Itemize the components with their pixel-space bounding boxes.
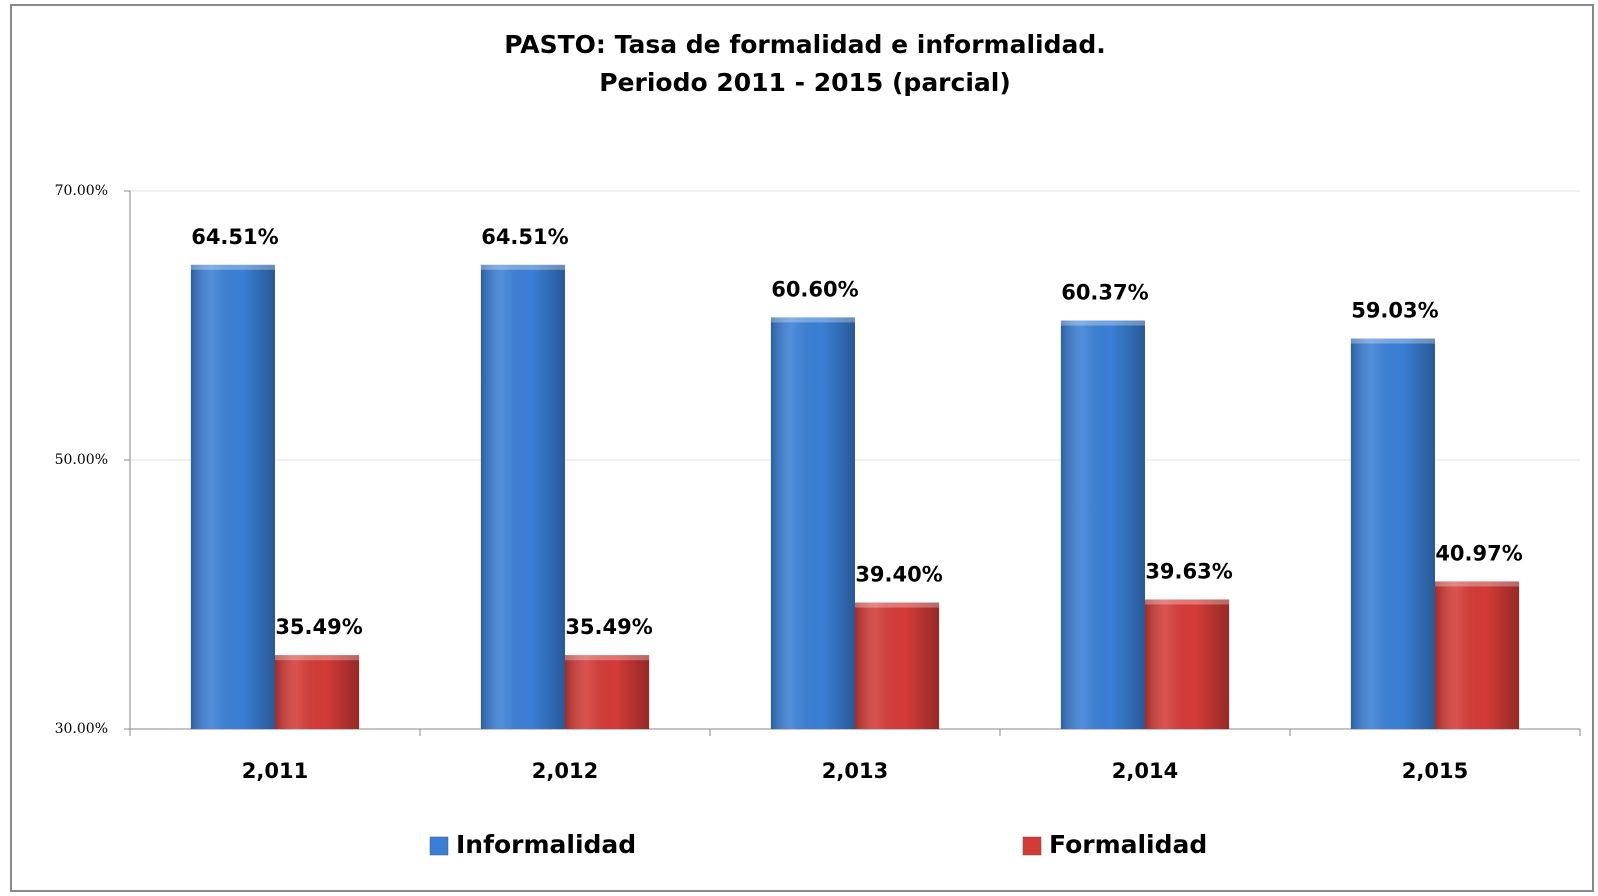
value-label: 60.37%	[1061, 281, 1148, 305]
bar-shade	[770, 317, 855, 729]
x-tick-label: 2,013	[822, 759, 888, 783]
bar-cap	[770, 317, 855, 323]
chart-subtitle: Periodo 2011 - 2015 (parcial)	[599, 68, 1011, 97]
value-label: 40.97%	[1435, 541, 1522, 565]
bar-shade	[565, 655, 650, 729]
y-tick-label: 30.00%	[55, 721, 108, 737]
value-label: 35.49%	[565, 615, 652, 639]
bar-cap	[275, 655, 360, 661]
bar-cap	[1060, 320, 1145, 326]
value-label: 39.63%	[1145, 559, 1232, 583]
x-tick-label: 2,015	[1402, 759, 1468, 783]
value-label: 39.40%	[855, 563, 942, 587]
legend-swatch	[1022, 836, 1042, 856]
x-tick-label: 2,012	[532, 759, 598, 783]
legend-swatch	[429, 836, 449, 856]
bar-shade	[190, 264, 275, 729]
value-label: 64.51%	[191, 225, 278, 249]
bar-cap	[190, 264, 275, 270]
bar-shade	[1145, 599, 1230, 729]
value-label: 60.60%	[771, 277, 858, 301]
y-tick-label: 70.00%	[55, 183, 108, 199]
bar-cap	[855, 602, 940, 608]
x-tick-label: 2,011	[242, 759, 308, 783]
bar-cap	[1145, 599, 1230, 605]
bar-shade	[275, 655, 360, 729]
value-label: 59.03%	[1351, 299, 1438, 323]
bar-cap	[565, 655, 650, 661]
bar-shade	[1435, 581, 1520, 729]
legend-label: Formalidad	[1049, 830, 1207, 859]
y-tick-label: 50.00%	[55, 452, 108, 468]
bar-shade	[1060, 320, 1145, 729]
bar-cap	[1435, 581, 1520, 587]
value-label: 35.49%	[275, 615, 362, 639]
x-tick-label: 2,014	[1112, 759, 1178, 783]
value-label: 64.51%	[481, 225, 568, 249]
legend-label: Informalidad	[456, 830, 636, 859]
bar-shade	[1350, 338, 1435, 729]
bar-cap	[1350, 338, 1435, 344]
bar-shade	[855, 602, 940, 729]
chart-title: PASTO: Tasa de formalidad e informalidad…	[504, 30, 1106, 59]
bar-shade	[480, 264, 565, 729]
bar-cap	[480, 264, 565, 270]
